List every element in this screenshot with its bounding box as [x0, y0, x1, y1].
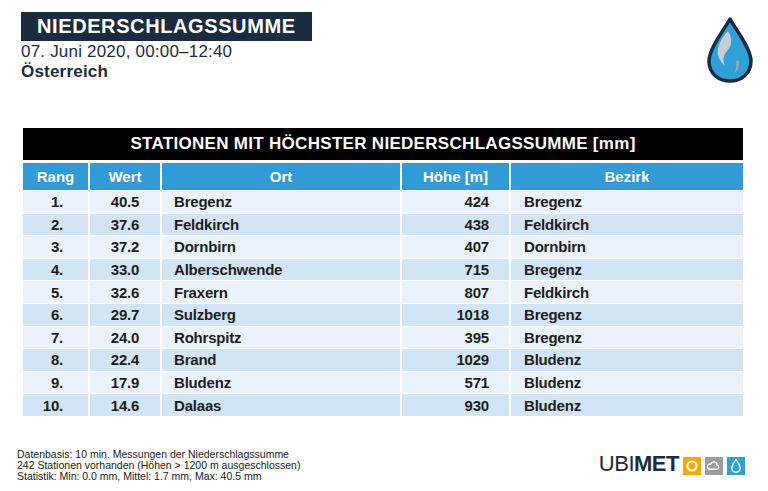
cell-ort: Fraxern [162, 281, 400, 303]
cell-hoehe: 1018 [402, 304, 509, 326]
logo-text-bold: MET [634, 451, 679, 476]
page: NIEDERSCHLAGSSUMME 07. Juni 2020, 00:00–… [0, 0, 768, 491]
cell-ort: Sulzberg [162, 304, 400, 326]
cell-rang: 3. [23, 236, 88, 258]
cloud-icon [705, 457, 723, 475]
cell-rang: 4. [23, 259, 88, 281]
cell-bezirk: Bregenz [511, 191, 743, 213]
cell-hoehe: 424 [402, 191, 509, 213]
cell-hoehe: 571 [402, 372, 509, 394]
cell-ort: Feldkirch [162, 214, 400, 236]
table-row: 6. 29.7 Sulzberg 1018 Bregenz [23, 304, 743, 326]
cell-bezirk: Dornbirn [511, 236, 743, 258]
table-row: 5. 32.6 Fraxern 807 Feldkirch [23, 281, 743, 303]
cell-ort: Rohrspitz [162, 327, 400, 349]
cell-ort: Bregenz [162, 191, 400, 213]
cell-hoehe: 438 [402, 214, 509, 236]
cell-wert: 14.6 [90, 394, 160, 416]
cell-wert: 22.4 [90, 349, 160, 371]
cell-rang: 8. [23, 349, 88, 371]
column-header-ort: Ort [162, 163, 400, 190]
table-title: STATIONEN MIT HÖCHSTER NIEDERSCHLAGSSUMM… [23, 128, 743, 160]
table-row: 7. 24.0 Rohrspitz 395 Bregenz [23, 327, 743, 349]
cell-hoehe: 407 [402, 236, 509, 258]
cell-hoehe: 930 [402, 394, 509, 416]
column-header-bezirk: Bezirk [511, 163, 743, 190]
table-row: 9. 17.9 Bludenz 571 Bludenz [23, 372, 743, 394]
cell-bezirk: Bregenz [511, 259, 743, 281]
cell-ort: Alberschwende [162, 259, 400, 281]
date-range: 07. Juni 2020, 00:00–12:40 [21, 42, 232, 62]
droplet-icon [727, 457, 745, 475]
table-row: 2. 37.6 Feldkirch 438 Feldkirch [23, 214, 743, 236]
footnote-line: Statistik: Min: 0.0 mm, Mittel: 1.7 mm, … [17, 471, 300, 482]
page-title: NIEDERSCHLAGSSUMME [21, 12, 312, 41]
cell-wert: 24.0 [90, 327, 160, 349]
region-label: Österreich [21, 62, 108, 82]
sun-icon [683, 457, 701, 475]
cell-hoehe: 1029 [402, 349, 509, 371]
ubimet-logo: UBIMET [599, 453, 745, 475]
cell-ort: Dalaas [162, 394, 400, 416]
cell-rang: 5. [23, 281, 88, 303]
cell-bezirk: Bludenz [511, 349, 743, 371]
cell-rang: 7. [23, 327, 88, 349]
cell-ort: Dornbirn [162, 236, 400, 258]
cell-wert: 40.5 [90, 191, 160, 213]
table-row: 4. 33.0 Alberschwende 715 Bregenz [23, 259, 743, 281]
cell-wert: 33.0 [90, 259, 160, 281]
water-droplet-icon [704, 16, 756, 84]
cell-rang: 9. [23, 372, 88, 394]
cell-wert: 37.6 [90, 214, 160, 236]
cell-bezirk: Bregenz [511, 304, 743, 326]
cell-wert: 32.6 [90, 281, 160, 303]
column-header-rang: Rang [23, 163, 88, 190]
ubimet-wordmark: UBIMET [599, 453, 679, 475]
table-row: 10. 14.6 Dalaas 930 Bludenz [23, 394, 743, 416]
cell-rang: 1. [23, 191, 88, 213]
table-row: 8. 22.4 Brand 1029 Bludenz [23, 349, 743, 371]
column-header-wert: Wert [90, 163, 160, 190]
column-header-hoehe: Höhe [m] [402, 163, 509, 190]
cell-bezirk: Bludenz [511, 394, 743, 416]
cell-rang: 2. [23, 214, 88, 236]
cell-bezirk: Feldkirch [511, 281, 743, 303]
cell-bezirk: Bludenz [511, 372, 743, 394]
cell-hoehe: 807 [402, 281, 509, 303]
table-header-row: Rang Wert Ort Höhe [m] Bezirk [23, 163, 743, 190]
cell-hoehe: 715 [402, 259, 509, 281]
table-row: 1. 40.5 Bregenz 424 Bregenz [23, 191, 743, 213]
cell-bezirk: Bregenz [511, 327, 743, 349]
cell-wert: 29.7 [90, 304, 160, 326]
cell-hoehe: 395 [402, 327, 509, 349]
cell-rang: 10. [23, 394, 88, 416]
cell-wert: 37.2 [90, 236, 160, 258]
cell-ort: Bludenz [162, 372, 400, 394]
stations-table: STATIONEN MIT HÖCHSTER NIEDERSCHLAGSSUMM… [23, 128, 743, 417]
cell-wert: 17.9 [90, 372, 160, 394]
cell-bezirk: Feldkirch [511, 214, 743, 236]
table-row: 3. 37.2 Dornbirn 407 Dornbirn [23, 236, 743, 258]
logo-text-light: UBI [599, 451, 634, 476]
footnotes: Datenbasis: 10 min. Messungen der Nieder… [17, 449, 300, 482]
cell-rang: 6. [23, 304, 88, 326]
cell-ort: Brand [162, 349, 400, 371]
